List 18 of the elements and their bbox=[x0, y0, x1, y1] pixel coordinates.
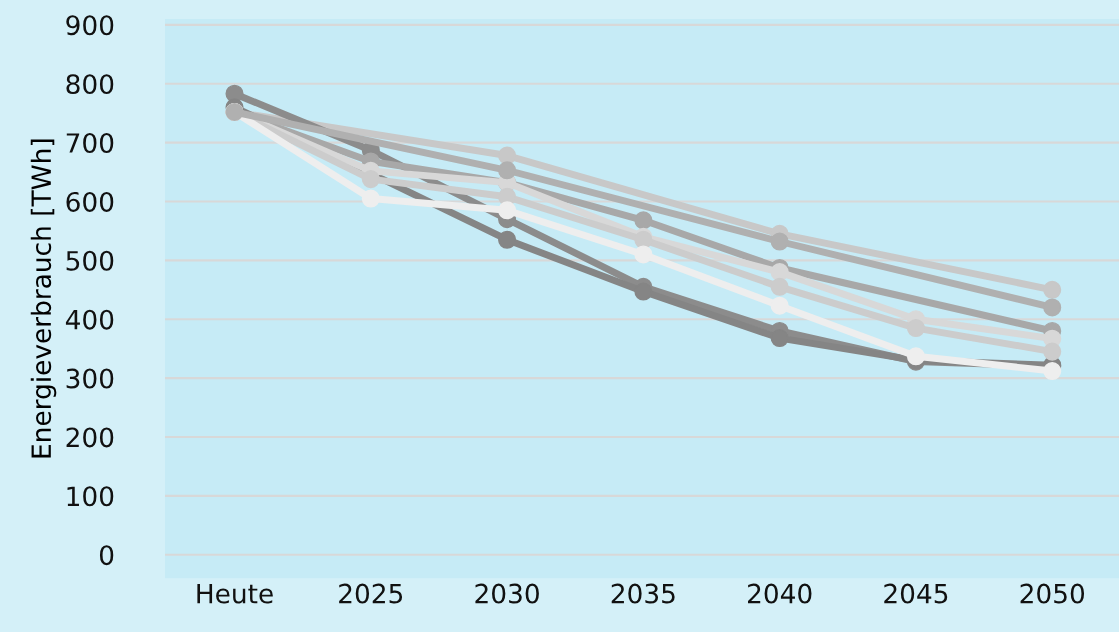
y-tick-label: 100 bbox=[67, 486, 114, 507]
x-tick-label: 2025 bbox=[339, 583, 403, 604]
y-tick-label: 400 bbox=[65, 309, 114, 330]
y-tick-label: 900 bbox=[66, 15, 114, 36]
y-tick-label: 300 bbox=[66, 368, 114, 389]
y-tick-label: 0 bbox=[99, 545, 114, 566]
x-tick-label: 2035 bbox=[611, 583, 675, 604]
y-tick-label: 500 bbox=[66, 250, 114, 271]
y-tick-label: 700 bbox=[66, 133, 114, 153]
y-tick-label: 800 bbox=[66, 74, 114, 95]
x-tick-label: Heute bbox=[197, 583, 273, 604]
x-tick-label: 2030 bbox=[475, 583, 539, 604]
x-tick-label: 2050 bbox=[1020, 583, 1085, 604]
x-tick-label: 2045 bbox=[884, 583, 948, 604]
x-tick-label: 2040 bbox=[748, 583, 812, 604]
y-tick-label: 600 bbox=[66, 191, 114, 212]
y-axis-title: Energieverbrauch [TWh] bbox=[30, 139, 57, 458]
y-tick-label: 200 bbox=[66, 427, 114, 448]
